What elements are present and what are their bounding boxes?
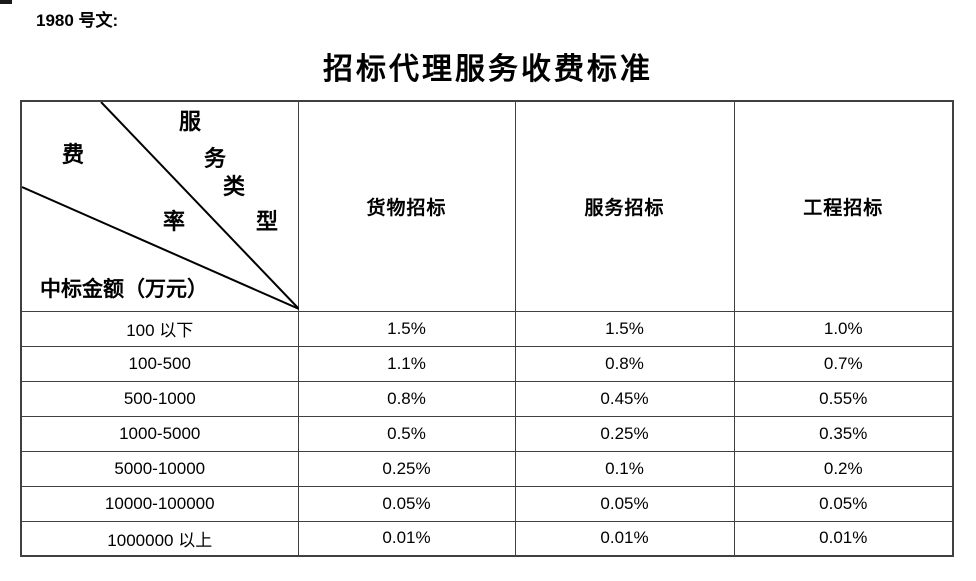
corner-amount-label: 中标金额（万元） xyxy=(40,277,208,301)
rate-cell: 0.01% xyxy=(733,520,954,557)
rate-cell: 1.5% xyxy=(297,310,516,347)
doc-number-label: 1980 号文: xyxy=(36,11,119,30)
corner-type-char: 类 xyxy=(223,174,246,199)
corner-fee-char: 费 xyxy=(62,142,85,167)
column-header-engineering: 工程招标 xyxy=(733,100,954,312)
diagonal-divider-lines xyxy=(22,102,299,310)
rate-cell: 0.05% xyxy=(733,485,954,522)
table-row: 5000-10000 0.25% 0.1% 0.2% xyxy=(20,450,954,487)
rate-cell: 1.1% xyxy=(297,345,516,382)
table-row: 1000000 以上 0.01% 0.01% 0.01% xyxy=(20,520,954,557)
rate-cell: 1.0% xyxy=(733,310,954,347)
table-row: 100-500 1.1% 0.8% 0.7% xyxy=(20,345,954,382)
corner-fee-char: 率 xyxy=(163,209,186,234)
column-header-goods: 货物招标 xyxy=(297,100,516,312)
rate-cell: 0.05% xyxy=(514,485,735,522)
rate-cell: 0.5% xyxy=(297,415,516,452)
rate-cell: 0.35% xyxy=(733,415,954,452)
rate-cell: 0.05% xyxy=(297,485,516,522)
fee-standard-table: 服 费 务 类 率 型 中标金额（万元） 货物招标 服务招标 工程招标 100 … xyxy=(20,100,954,557)
amount-range-cell: 100-500 xyxy=(20,345,299,382)
amount-range-cell: 1000-5000 xyxy=(20,415,299,452)
corner-type-char: 型 xyxy=(256,209,279,234)
rate-cell: 0.8% xyxy=(514,345,735,382)
amount-range-cell: 5000-10000 xyxy=(20,450,299,487)
amount-range-cell: 1000000 以上 xyxy=(20,520,299,557)
table-row: 500-1000 0.8% 0.45% 0.55% xyxy=(20,380,954,417)
rate-cell: 0.01% xyxy=(514,520,735,557)
rate-cell: 0.1% xyxy=(514,450,735,487)
table-row: 1000-5000 0.5% 0.25% 0.35% xyxy=(20,415,954,452)
table-header-row: 服 费 务 类 率 型 中标金额（万元） 货物招标 服务招标 工程招标 xyxy=(20,100,954,312)
corner-type-char: 服 xyxy=(179,109,202,134)
scan-artifact-mark xyxy=(0,0,12,4)
rate-cell: 0.55% xyxy=(733,380,954,417)
column-header-service: 服务招标 xyxy=(514,100,735,312)
amount-range-cell: 10000-100000 xyxy=(20,485,299,522)
amount-range-cell: 500-1000 xyxy=(20,380,299,417)
rate-cell: 0.45% xyxy=(514,380,735,417)
table-row: 10000-100000 0.05% 0.05% 0.05% xyxy=(20,485,954,522)
table-row: 100 以下 1.5% 1.5% 1.0% xyxy=(20,310,954,347)
amount-range-cell: 100 以下 xyxy=(20,310,299,347)
rate-cell: 0.25% xyxy=(297,450,516,487)
rate-cell: 0.01% xyxy=(297,520,516,557)
page-title: 招标代理服务收费标准 xyxy=(323,53,653,86)
rate-cell: 0.7% xyxy=(733,345,954,382)
rate-cell: 0.2% xyxy=(733,450,954,487)
corner-type-char: 务 xyxy=(204,146,227,171)
rate-cell: 0.8% xyxy=(297,380,516,417)
diagonal-corner-cell: 服 费 务 类 率 型 中标金额（万元） xyxy=(20,100,299,312)
rate-cell: 1.5% xyxy=(514,310,735,347)
rate-cell: 0.25% xyxy=(514,415,735,452)
